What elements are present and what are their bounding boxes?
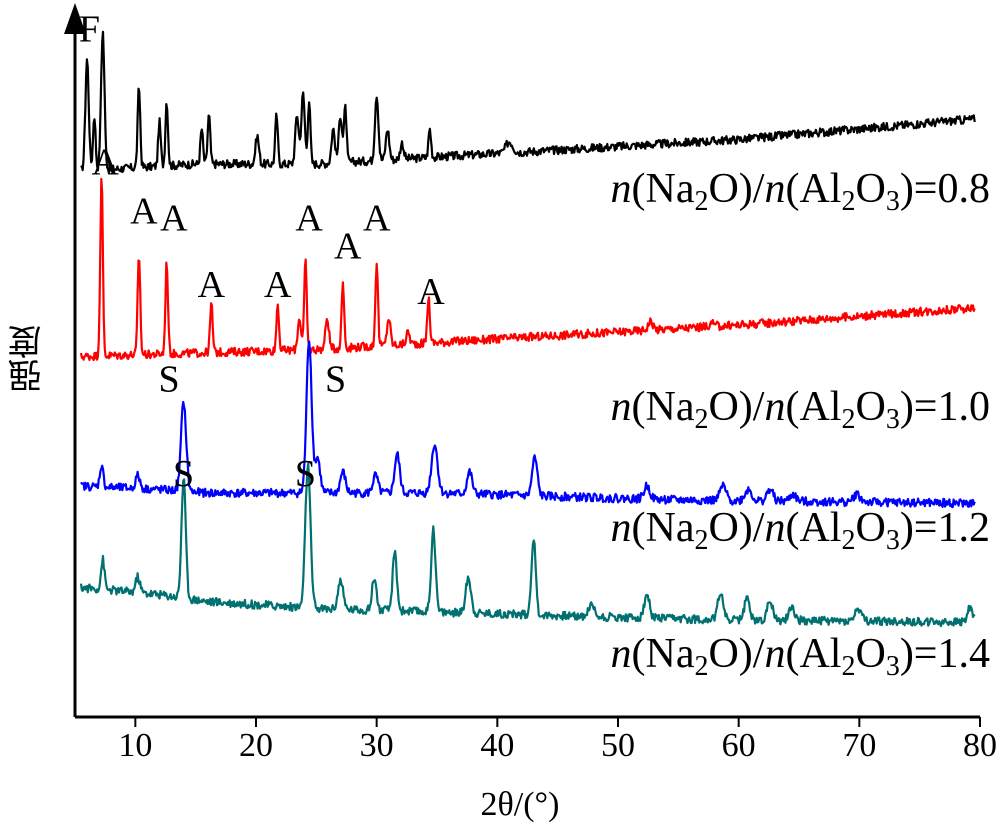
peak-label-s-12: S [325, 359, 346, 401]
x-tick-label: 80 [963, 727, 997, 764]
peak-label-a-5: A [198, 264, 226, 306]
y-axis-label: 强度 [8, 325, 48, 393]
peak-label-a-3: A [130, 191, 158, 233]
series-labels: n(Na2O)/n(Al2O3)=0.8 n(Na2O)/n(Al2O3)=1.0… [611, 166, 991, 682]
x-tick-label: 70 [842, 727, 876, 764]
x-tick-label: 30 [360, 727, 394, 764]
y-axis-arrow-icon [64, 3, 86, 34]
x-tick-label: 60 [722, 727, 756, 764]
peak-label-s-14: S [295, 453, 316, 495]
series-line-4 [79, 462, 976, 628]
peak-label-a-8: A [334, 226, 362, 268]
series-label-4: n(Na2O)/n(Al2O3)=1.4 [611, 631, 991, 682]
peak-label-a-10: A [417, 271, 445, 313]
series-line-3 [80, 340, 976, 509]
peak-label-s-11: S [159, 359, 180, 401]
x-tick-label: 10 [118, 727, 152, 764]
peak-label-s-13: S [173, 453, 194, 495]
x-tick-label: 20 [239, 727, 273, 764]
peak-label-a-6: A [264, 264, 292, 306]
axes: 10 20 30 40 50 60 70 80 2θ/(°) [64, 3, 997, 823]
series-line-2 [79, 177, 976, 362]
peak-label-f-1: F [79, 9, 100, 51]
series-label-3: n(Na2O)/n(Al2O3)=1.2 [611, 505, 991, 556]
x-tick-label: 40 [480, 727, 514, 764]
series-line-1 [80, 30, 976, 175]
x-ticks: 10 20 30 40 50 60 70 80 [118, 717, 997, 764]
peak-label-a-4: A [160, 198, 188, 240]
peak-label-a-2: A [91, 142, 119, 184]
peak-label-a-7: A [295, 198, 323, 240]
x-tick-label: 50 [601, 727, 635, 764]
series-label-2: n(Na2O)/n(Al2O3)=1.0 [611, 384, 991, 435]
x-axis-label: 2θ/(°) [481, 786, 560, 823]
peak-label-a-9: A [363, 198, 391, 240]
series-layer [79, 30, 976, 628]
series-label-1: n(Na2O)/n(Al2O3)=0.8 [611, 166, 991, 217]
